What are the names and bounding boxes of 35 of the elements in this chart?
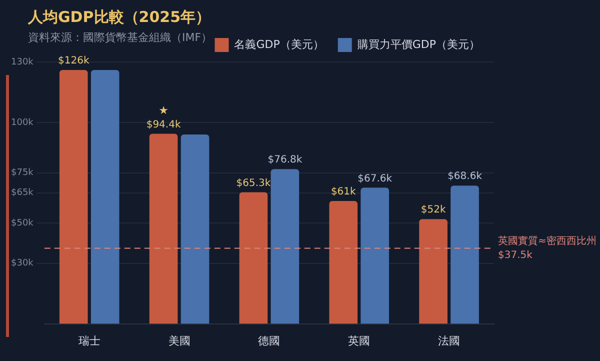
x-tick-label: 英國 (348, 334, 370, 348)
data-label: $76.8k (268, 154, 302, 166)
y-tick-label: $30k (11, 258, 34, 269)
data-label: $68.6k (448, 171, 482, 182)
x-tick-label: 法國 (438, 334, 460, 348)
data-label: $67.6k (358, 173, 392, 184)
x-tick-label: 瑞士 (78, 334, 100, 348)
y-tick-label: 130k (11, 57, 34, 68)
bar (90, 70, 120, 324)
y-tick-label: $50k (11, 218, 34, 228)
bar (149, 134, 178, 324)
bar (180, 134, 210, 324)
legend-label: 購買力平價GDP（美元） (357, 38, 480, 51)
y-tick-label: $65k (11, 188, 34, 198)
annotation: ★ (158, 104, 169, 118)
bar (419, 219, 448, 324)
data-label: $61k (330, 186, 356, 198)
bar (239, 192, 268, 324)
x-tick-label: 美國 (168, 334, 190, 348)
data-label: $94.4k (146, 119, 181, 130)
bar (450, 186, 479, 324)
chart-title: 人均GDP比較（2025年） (28, 8, 211, 27)
y-tick-label: 100k (11, 118, 34, 128)
x-tick-label: 德國 (258, 334, 280, 348)
chart-subtitle: 資料來源：國際貨幣基金組織（IMF） (28, 30, 212, 45)
data-label: $65.3k (236, 178, 271, 189)
bar (329, 200, 358, 324)
legend-label: 名義GDP（美元） (234, 38, 324, 51)
ref-line-label: 英國實質≈密西西比州 $37.5k (498, 234, 596, 261)
data-label: $126k (58, 56, 90, 67)
data-label: $52k (420, 204, 446, 216)
y-tick-label: $75k (11, 168, 34, 178)
bar (59, 70, 88, 324)
bar (270, 169, 300, 324)
bar (360, 188, 390, 324)
